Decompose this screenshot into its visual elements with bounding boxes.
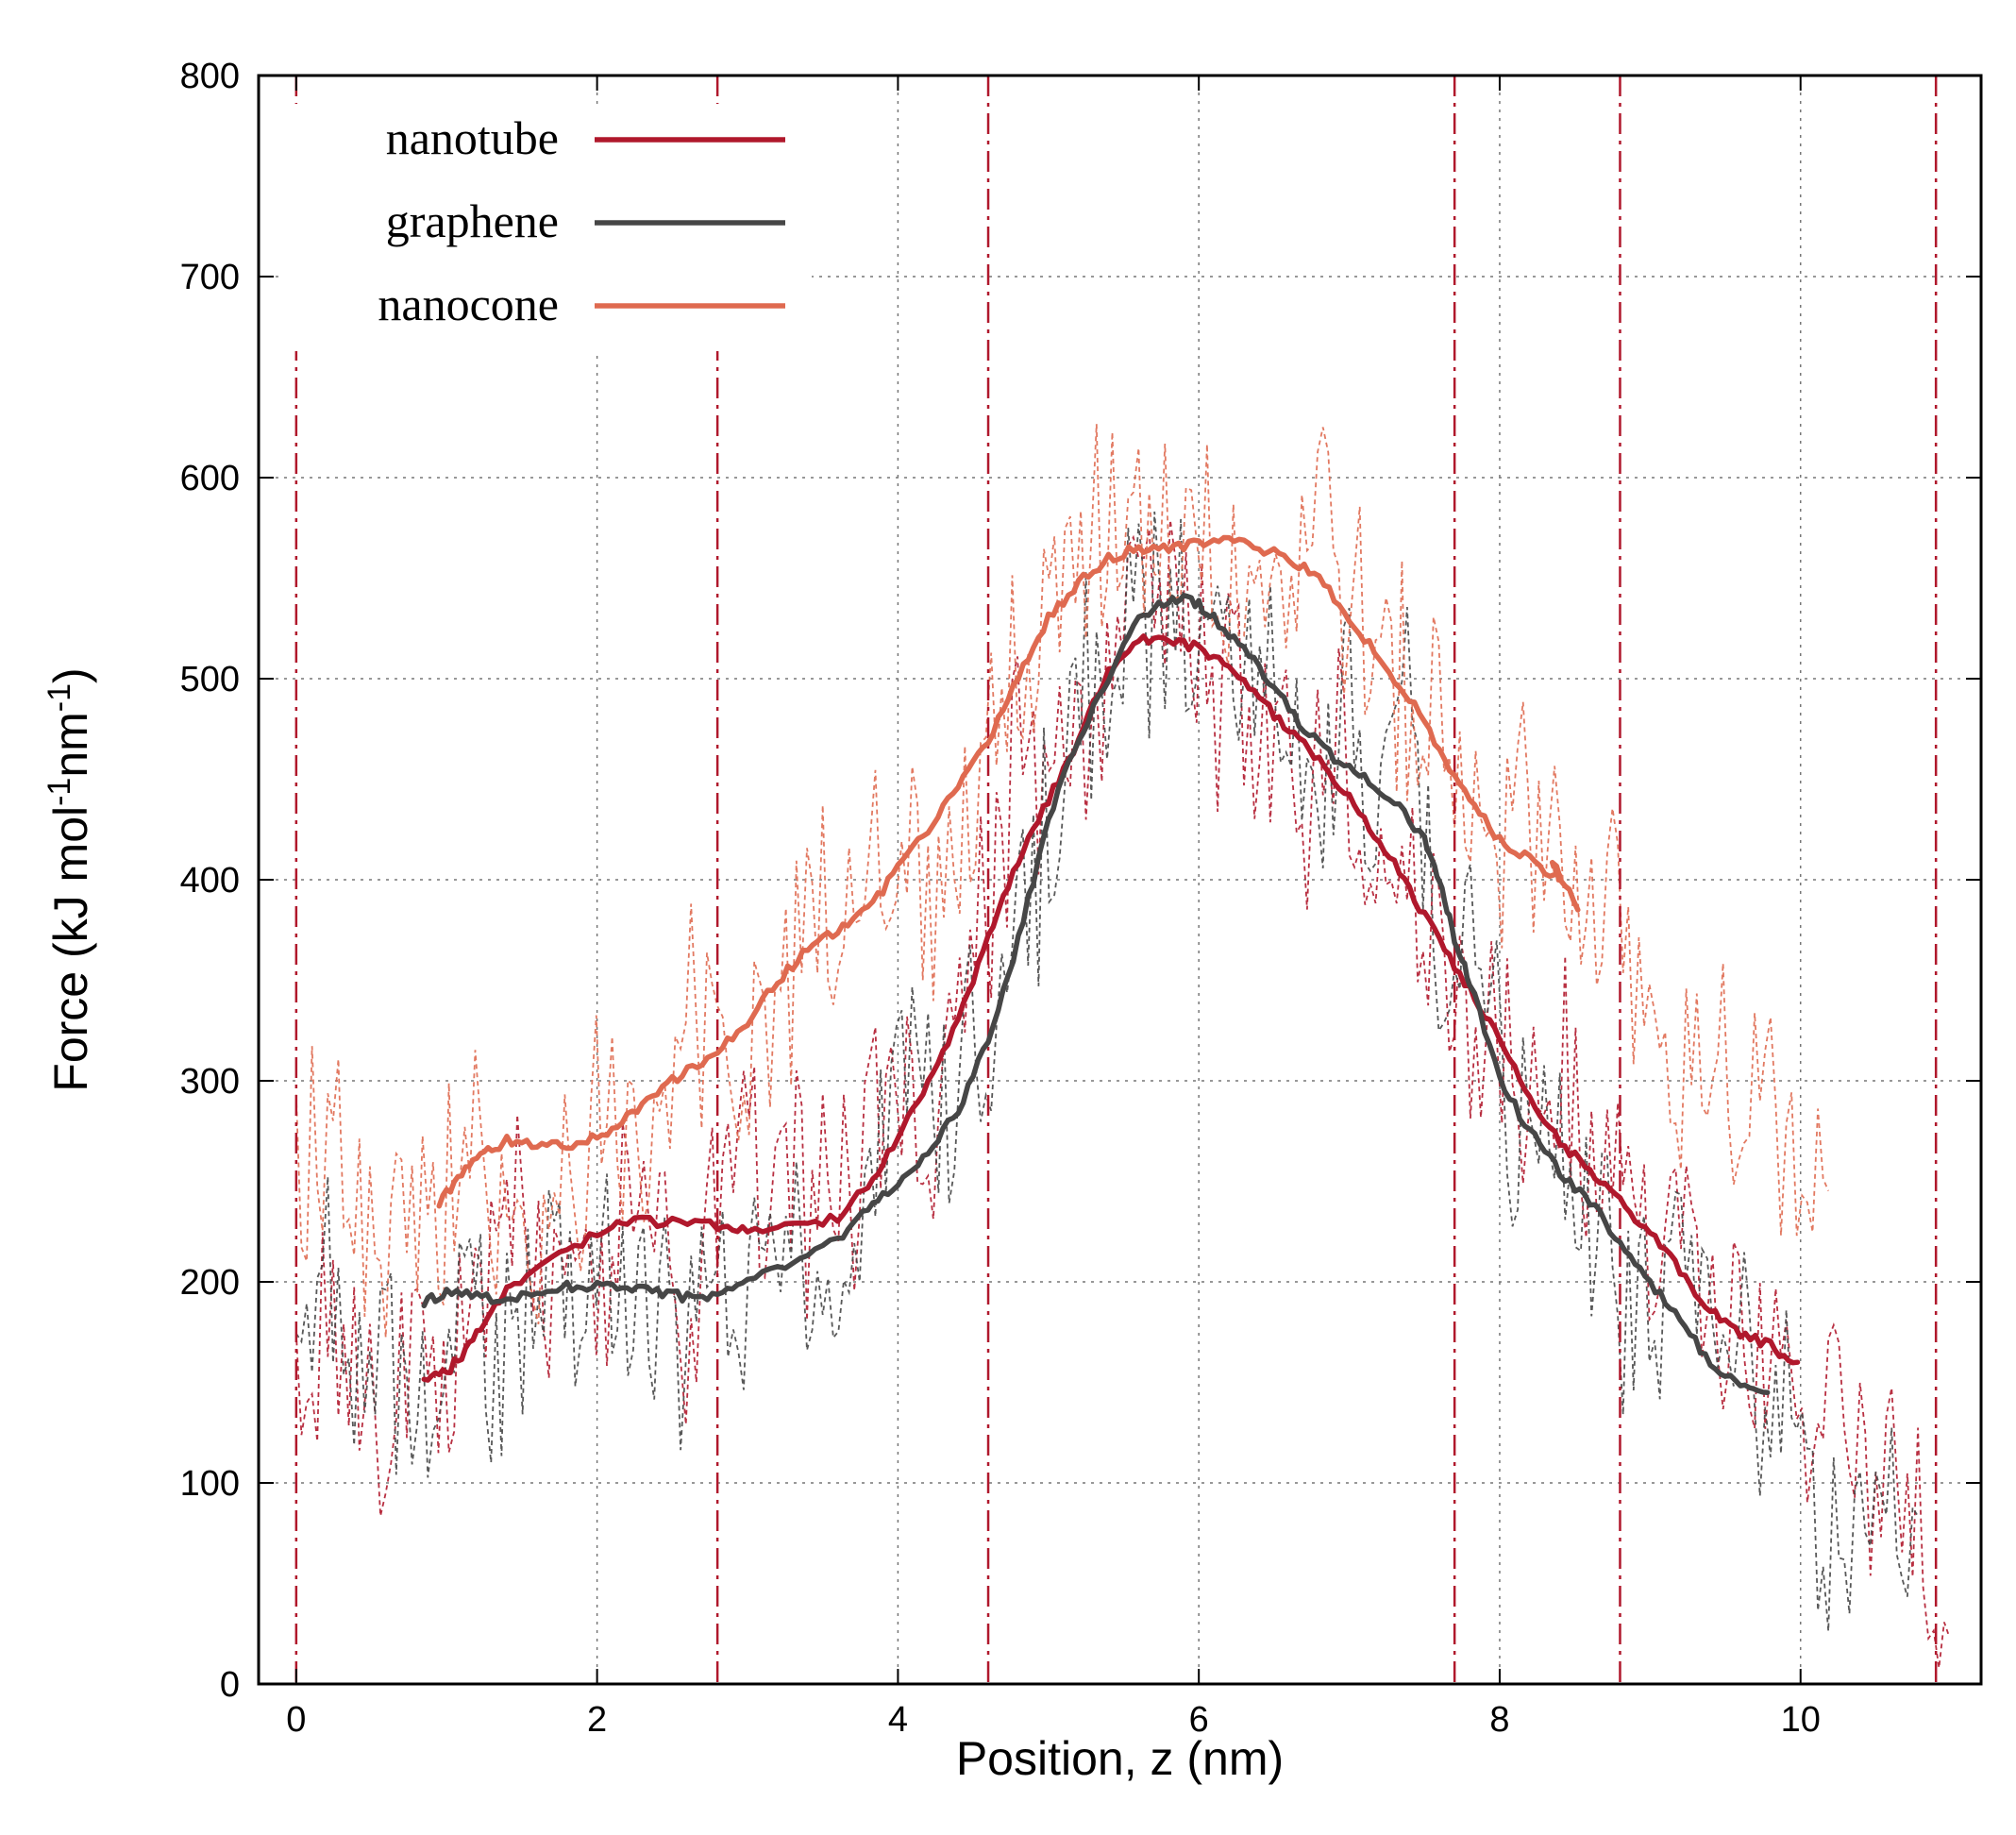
y-tick-label: 500 (180, 660, 240, 699)
y-axis-title-mid: nm (44, 712, 97, 777)
x-tick-label: 4 (888, 1700, 908, 1740)
y-axis-title-sup2: -1 (42, 683, 77, 712)
y-tick-label: 400 (180, 861, 240, 901)
y-tick-label: 800 (180, 57, 240, 96)
y-axis-title-sup1: -1 (42, 778, 77, 806)
series-line-graphene (421, 593, 1771, 1395)
x-axis-title: Position, z (nm) (956, 1732, 1284, 1785)
legend-label-graphene: graphene (386, 194, 559, 247)
x-tick-label: 6 (1189, 1700, 1209, 1740)
x-tick-label: 10 (1781, 1700, 1821, 1740)
y-tick-label: 200 (180, 1263, 240, 1303)
x-tick-label: 8 (1489, 1700, 1509, 1740)
series-line-nanocone (436, 534, 1581, 1209)
legend: nanotube graphene nanocone (283, 104, 812, 351)
series-layer (421, 534, 1801, 1395)
raw-series-graphene (295, 511, 1919, 1632)
y-tick-label: 100 (180, 1464, 240, 1504)
legend-label-nanotube: nanotube (386, 111, 559, 164)
y-tick-label: 0 (220, 1665, 240, 1705)
legend-background (283, 104, 812, 351)
series-line-nanotube (421, 633, 1801, 1383)
legend-label-nanocone: nanocone (378, 278, 559, 330)
y-axis-title-end: ) (44, 667, 97, 683)
x-tick-label: 2 (587, 1700, 607, 1740)
y-tick-label: 300 (180, 1062, 240, 1102)
y-axis-title: Force (kJ mol-1nm-1) (42, 667, 97, 1091)
raw-data-layer (294, 424, 1951, 1669)
y-tick-label: 600 (180, 459, 240, 498)
y-axis-title-main: Force (kJ mol (44, 806, 97, 1092)
raw-series-nanocone (294, 424, 1830, 1338)
x-tick-label: 0 (286, 1700, 306, 1740)
y-tick-label: 700 (180, 258, 240, 297)
